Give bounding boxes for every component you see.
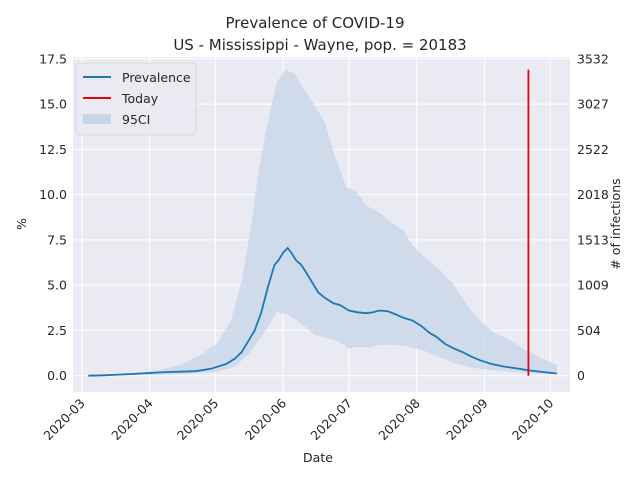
x-tick-label: 2020-08 xyxy=(375,395,423,443)
y-tick-label: 5.0 xyxy=(47,278,67,293)
y-tick-label: 0.0 xyxy=(47,368,67,383)
y2-axis-label: # of infections xyxy=(608,178,623,269)
legend-ci-label: 95CI xyxy=(122,112,150,127)
x-tick-label: 2020-07 xyxy=(307,396,355,444)
y2-tick-label: 2018 xyxy=(577,187,609,202)
y-tick-label: 2.5 xyxy=(47,323,67,338)
y2-tick-label: 3027 xyxy=(577,97,609,112)
y-axis-label: % xyxy=(14,218,29,230)
legend-prevalence-label: Prevalence xyxy=(122,70,191,85)
y2-tick-label: 3532 xyxy=(577,51,609,66)
y-tick-labels: 0.0 2.5 5.0 7.5 10.0 12.5 15.0 17.5 xyxy=(39,51,67,383)
x-tick-label: 2020-06 xyxy=(242,395,290,443)
x-tick-label: 2020-04 xyxy=(108,395,156,443)
legend-today-label: Today xyxy=(121,91,159,106)
x-axis-label: Date xyxy=(303,450,333,465)
chart-title-line1: Prevalence of COVID-19 xyxy=(225,14,404,32)
x-tick-label: 2020-03 xyxy=(40,396,88,444)
x-tick-labels: 2020-03 2020-04 2020-05 2020-06 2020-07 2020-… xyxy=(40,395,556,443)
prevalence-line xyxy=(88,246,557,377)
y2-tick-label: 1513 xyxy=(577,232,609,247)
y-tick-label: 10.0 xyxy=(39,187,67,202)
y-tick-label: 12.5 xyxy=(39,142,67,157)
y2-tick-label: 504 xyxy=(577,323,601,338)
legend: Prevalence Today 95CI xyxy=(75,62,197,136)
x-tick-label: 2020-09 xyxy=(443,395,491,443)
y-tick-label: 17.5 xyxy=(39,51,67,66)
ci-band xyxy=(88,69,557,376)
y-tick-label: 15.0 xyxy=(39,97,67,112)
x-tick-label: 2020-10 xyxy=(509,395,557,443)
y2-tick-label: 0 xyxy=(577,368,585,383)
legend-ci-swatch xyxy=(83,114,111,124)
y-tick-label: 7.5 xyxy=(47,232,67,247)
y2-tick-label: 1009 xyxy=(577,278,609,293)
y2-tick-label: 2522 xyxy=(577,142,609,157)
chart-title-line2: US - Mississippi - Wayne, pop. = 20183 xyxy=(173,36,466,54)
x-tick-label: 2020-05 xyxy=(174,396,222,444)
y2-tick-labels: 0 504 1009 1513 2018 2522 3027 3532 xyxy=(577,51,609,383)
